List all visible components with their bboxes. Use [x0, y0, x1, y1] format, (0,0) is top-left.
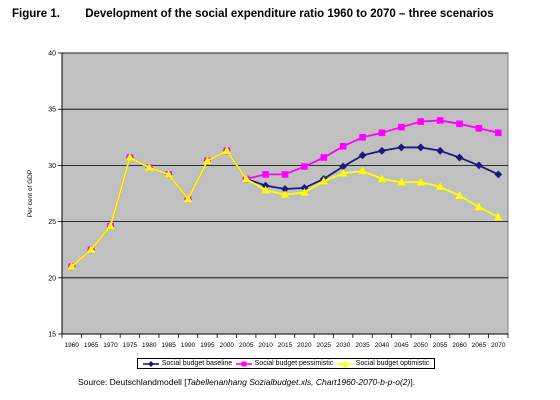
legend-swatch-marker	[341, 360, 348, 367]
x-tick-label: 2005	[239, 342, 254, 349]
x-tick-label: 2065	[472, 342, 487, 349]
social-budget-pessimistic-point	[456, 120, 463, 128]
legend-label: Social budget optimistic	[355, 360, 430, 367]
x-tick-label: 1995	[200, 342, 215, 349]
legend-swatch-marker	[241, 361, 247, 366]
social-budget-optimistic-point	[358, 166, 367, 175]
y-tick-label: 40	[48, 51, 56, 58]
social-budget-baseline-point	[475, 161, 483, 170]
x-tick-label: 2030	[336, 342, 351, 349]
social-budget-pessimistic-point	[281, 171, 289, 178]
social-budget-optimistic-point	[203, 156, 212, 165]
x-tick-label: 2000	[220, 342, 235, 349]
social-budget-baseline-point	[494, 170, 503, 179]
source-suffix: ].	[410, 377, 416, 387]
y-tick-label: 30	[48, 163, 56, 170]
social-budget-optimistic-point	[86, 245, 96, 253]
x-tick-label: 2055	[433, 342, 448, 349]
social-budget-pessimistic-point	[378, 129, 386, 137]
source-file: Tabellenanhang Sozialbudget.xls, Chart19…	[186, 377, 411, 387]
x-tick-label: 1980	[142, 342, 157, 349]
x-tick-label: 1960	[64, 342, 79, 349]
legend-label: Social budget pessimistic	[254, 360, 334, 367]
social-budget-optimistic-point	[474, 202, 484, 211]
y-tick-label: 35	[48, 107, 56, 114]
y-tick-label: 25	[48, 219, 56, 226]
source-note: Source: Deutschlandmodell [Tabellenanhan…	[78, 377, 415, 387]
x-tick-label: 2010	[258, 342, 273, 349]
social-budget-optimistic-point	[416, 177, 425, 186]
legend-swatch-marker	[147, 360, 154, 367]
x-tick-label: 1965	[84, 342, 99, 349]
social-budget-optimistic-point	[164, 169, 173, 178]
social-budget-baseline-point	[436, 146, 445, 155]
x-tick-label: 1970	[103, 342, 118, 349]
social-budget-optimistic-point	[455, 191, 464, 199]
social-budget-optimistic-point	[300, 187, 309, 196]
x-tick-label: 1985	[161, 342, 176, 349]
legend-swatch	[336, 360, 353, 367]
social-budget-optimistic-point	[183, 194, 193, 203]
figure-heading: Figure 1. Development of the social expe…	[12, 8, 494, 20]
legend-label: Social budget baseline	[161, 360, 233, 367]
x-tick-label: 2070	[491, 342, 506, 349]
social-budget-optimistic-point	[397, 177, 406, 186]
x-tick-label: 2050	[414, 342, 429, 349]
social-budget-optimistic-point	[67, 262, 76, 270]
social-budget-pessimistic-point	[301, 163, 308, 170]
x-tick-label: 2025	[317, 342, 332, 349]
x-tick-label: 1975	[123, 342, 138, 349]
legend-swatch	[142, 360, 159, 367]
y-tick-label: 15	[48, 332, 56, 339]
social-budget-optimistic-point	[106, 221, 115, 230]
social-budget-pessimistic-point	[339, 142, 347, 150]
social-budget-pessimistic-point	[495, 129, 502, 137]
social-budget-pessimistic-point	[417, 118, 425, 125]
social-budget-baseline-point	[455, 153, 464, 162]
figure-label: Figure 1.	[12, 8, 60, 20]
social-budget-optimistic-point	[125, 153, 135, 161]
chart-legend: Social budget baseline Social budget pess…	[137, 358, 435, 369]
y-tick-label: 20	[48, 275, 56, 282]
social-budget-optimistic-point	[261, 185, 270, 194]
social-budget-pessimistic-point	[398, 123, 405, 131]
social-budget-optimistic-point	[319, 176, 329, 185]
x-tick-label: 2045	[394, 342, 409, 349]
social-budget-baseline-point	[416, 143, 425, 152]
social-budget-optimistic-point	[241, 174, 251, 183]
social-budget-baseline-point	[378, 146, 386, 155]
legend-item-social-budget-baseline: Social budget baseline	[142, 360, 233, 368]
social-budget-pessimistic-point	[262, 171, 269, 178]
social-budget-optimistic-point	[222, 146, 232, 155]
x-tick-label: 2020	[297, 342, 312, 349]
social-budget-baseline-point	[358, 151, 367, 160]
social-budget-optimistic-point	[145, 163, 154, 171]
legend-item-social-budget-optimistic: Social budget optimistic	[336, 360, 430, 368]
legend-swatch	[235, 361, 252, 366]
x-tick-label: 2040	[375, 342, 390, 349]
x-tick-label: 2015	[278, 342, 293, 349]
legend-item-social-budget-pessimistic: Social budget pessimistic	[235, 360, 334, 368]
y-axis-label: Per cent of GDP	[27, 170, 34, 217]
figure-title: Development of the social expenditure ra…	[85, 8, 494, 20]
social-budget-optimistic-point	[494, 212, 503, 221]
social-budget-optimistic-point	[280, 190, 290, 198]
social-budget-optimistic-point	[435, 182, 445, 190]
social-budget-optimistic-point	[338, 168, 348, 177]
social-budget-pessimistic-point	[320, 154, 328, 161]
source-prefix: Source: Deutschlandmodell [	[78, 377, 187, 387]
x-tick-label: 1990	[181, 342, 196, 349]
social-budget-pessimistic-point	[359, 134, 366, 141]
x-tick-label: 2060	[452, 342, 467, 349]
x-tick-label: 2035	[355, 342, 370, 349]
social-budget-pessimistic-point	[436, 117, 444, 124]
social-budget-optimistic-point	[377, 174, 387, 183]
social-budget-pessimistic-point	[475, 125, 483, 132]
social-budget-baseline-point	[397, 143, 406, 152]
